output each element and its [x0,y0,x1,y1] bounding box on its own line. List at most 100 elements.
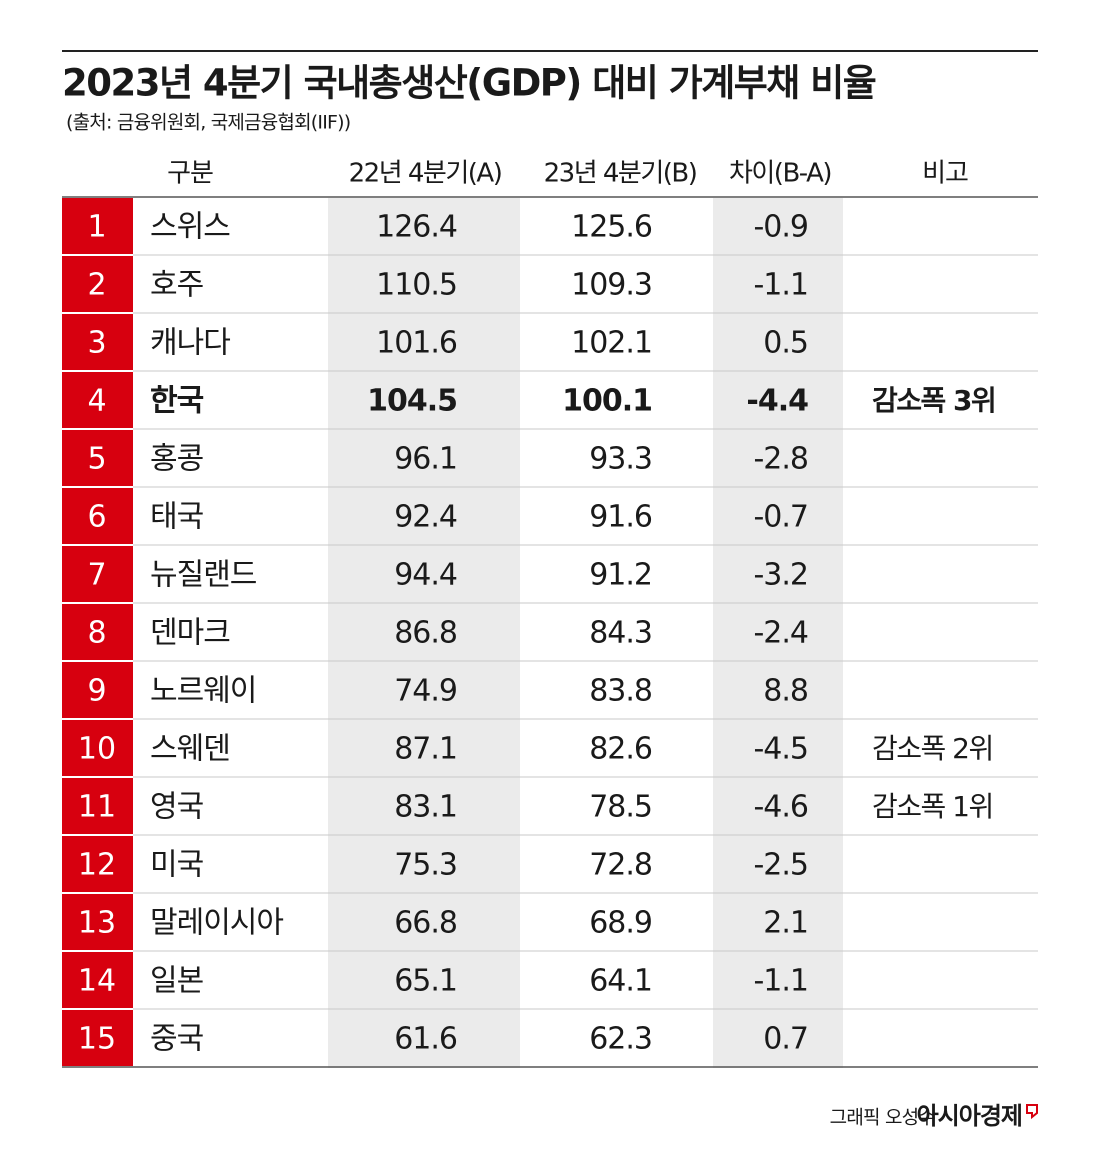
shaded-cell [713,1010,843,1068]
value-b: 91.6 [589,500,652,535]
shaded-cell [328,430,520,488]
rank: 10 [78,732,116,767]
value-a: 96.1 [394,442,457,477]
column-header: 23년 4분기(B) [544,159,697,189]
rank-cell [62,662,133,718]
value-a: 66.8 [394,906,457,941]
rank: 12 [78,848,116,883]
shaded-cell [713,836,843,894]
shaded-cell [713,488,843,546]
value-b: 102.1 [571,326,652,361]
value-b: 62.3 [589,1022,652,1057]
value-a: 92.4 [394,500,457,535]
shaded-cell [328,372,520,430]
rank-cell [62,836,133,892]
difference: -4.5 [753,732,808,767]
brand-logo [1026,1104,1038,1120]
rank-cell [62,1010,133,1066]
value-b: 125.6 [571,210,652,245]
rank: 9 [87,674,106,709]
difference: -2.4 [753,616,808,651]
country: 뉴질랜드 [150,558,257,593]
shaded-cell [328,314,520,372]
shaded-cell [713,894,843,952]
difference: 0.5 [763,326,808,361]
shaded-cell [328,720,520,778]
shaded-cell [713,314,843,372]
rank: 14 [78,964,116,999]
value-a: 126.4 [376,210,457,245]
note: 감소폭 3위 [872,384,995,417]
difference: 8.8 [763,674,808,709]
shaded-cell [328,1010,520,1068]
value-b: 91.2 [589,558,652,593]
shaded-cell [328,604,520,662]
rank: 7 [87,558,106,593]
country: 미국 [150,848,204,883]
shaded-cell [328,256,520,314]
difference: -4.4 [746,384,808,419]
country: 스웨덴 [150,732,230,767]
shaded-cell [713,372,843,430]
shaded-cell [713,662,843,720]
difference: -2.5 [753,848,808,883]
rank-cell [62,488,133,544]
rank-cell [62,894,133,950]
shaded-cell [713,778,843,836]
country: 태국 [150,500,204,535]
country: 영국 [150,790,204,825]
shaded-cell [328,894,520,952]
shaded-cell [328,488,520,546]
shaded-cell [328,546,520,604]
difference: -2.8 [753,442,808,477]
value-a: 101.6 [376,326,457,361]
value-a: 94.4 [394,558,457,593]
value-a: 87.1 [394,732,457,767]
column-header: 22년 4분기(A) [349,159,502,189]
difference: -0.7 [753,500,808,535]
country: 호주 [150,268,203,303]
column-header: 비고 [922,159,968,189]
value-b: 78.5 [589,790,652,825]
difference: -1.1 [753,268,808,303]
shaded-cell [713,720,843,778]
difference: -1.1 [753,964,808,999]
value-b: 82.6 [589,732,652,767]
column-header: 차이(B-A) [729,159,831,189]
country: 스위스 [150,210,230,245]
value-b: 109.3 [571,268,652,303]
shaded-cell [328,778,520,836]
value-b: 64.1 [589,964,652,999]
shaded-cell [713,952,843,1010]
rank-cell [62,256,133,312]
difference: 0.7 [763,1022,808,1057]
rank-cell [62,952,133,1008]
value-a: 104.5 [367,384,457,419]
rank: 5 [87,442,106,477]
rank-cell [62,604,133,660]
difference: 2.1 [763,906,808,941]
shaded-cell [713,256,843,314]
note: 감소폭 2위 [872,732,993,765]
country: 덴마크 [150,616,230,651]
shaded-cell [328,836,520,894]
value-a: 110.5 [376,268,457,303]
country: 중국 [150,1022,204,1057]
rank-cell [62,546,133,602]
rank: 13 [78,906,116,941]
difference: -3.2 [753,558,808,593]
value-b: 100.1 [562,384,652,419]
credit: 그래픽 오성수 [830,1107,936,1129]
value-b: 83.8 [589,674,652,709]
country: 홍콩 [150,442,203,477]
rank: 1 [87,210,106,245]
country: 말레이시아 [150,906,283,941]
shaded-cell [328,952,520,1010]
shaded-cell [328,198,520,256]
value-a: 75.3 [394,848,457,883]
brand: 아시아경제 [917,1102,1022,1130]
rank: 3 [87,326,106,361]
rank: 11 [78,790,116,825]
